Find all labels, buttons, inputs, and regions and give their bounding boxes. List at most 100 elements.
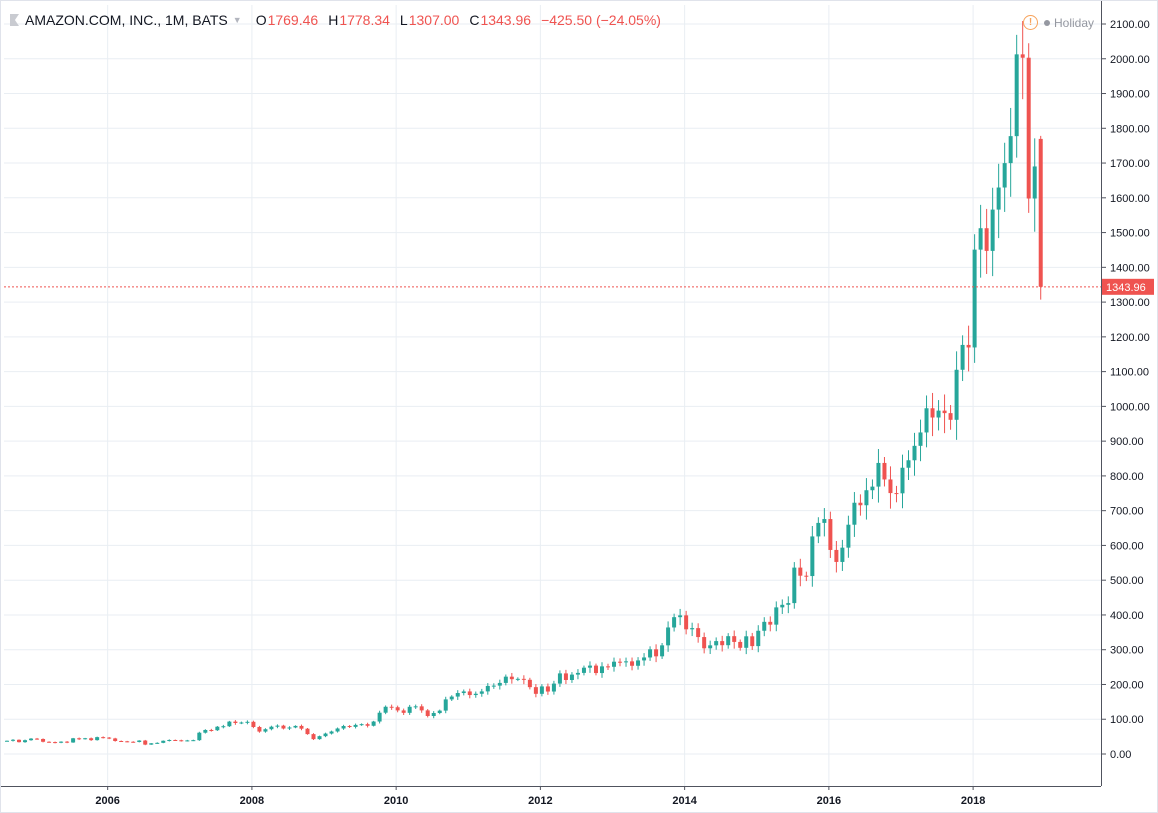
candle-up (203, 729, 208, 733)
caret-down-icon[interactable]: ▼ (232, 15, 242, 25)
candle-up (371, 721, 376, 726)
x-tick-label: 2012 (528, 795, 552, 807)
candle-down (419, 706, 424, 711)
candle-up (678, 615, 683, 618)
candle-up (149, 743, 154, 745)
candle-down (527, 679, 532, 688)
candle-up (5, 740, 9, 742)
close-label: C (469, 12, 480, 28)
candle-up (557, 673, 562, 684)
last-price-label: 1343.96 (1106, 282, 1146, 294)
warning-icon[interactable]: ! (1023, 15, 1038, 30)
y-tick-label: 100.00 (1110, 714, 1144, 726)
y-tick-label: 1900.00 (1110, 89, 1150, 101)
candle-up (1014, 54, 1019, 137)
candle-down (696, 628, 701, 638)
candle-up (485, 685, 490, 692)
candle-up (840, 547, 845, 562)
candle-up (924, 408, 929, 433)
candle-down (966, 344, 971, 348)
candle-up (672, 617, 677, 628)
candle-up (95, 737, 100, 741)
candle-down (113, 738, 118, 741)
candle-up (624, 661, 629, 663)
candle-up (359, 724, 364, 726)
candle-up (293, 725, 298, 728)
candle-down (305, 728, 310, 735)
candle-up (407, 706, 412, 713)
candle-down (1020, 54, 1025, 58)
candle-up (539, 686, 544, 694)
candle-up (954, 369, 959, 420)
flag-icon[interactable] (10, 14, 19, 26)
y-tick-label: 1800.00 (1110, 123, 1150, 135)
open-value: 1769.46 (267, 12, 319, 28)
candle-up (780, 604, 785, 608)
candle-up (575, 672, 580, 675)
high-value: 1778.34 (339, 12, 390, 28)
y-tick-label: 1300.00 (1110, 297, 1150, 309)
x-tick-label: 2006 (95, 795, 119, 807)
candle-down (720, 641, 725, 646)
candle-up (71, 738, 76, 743)
x-tick-label: 2008 (240, 795, 264, 807)
candle-up (906, 460, 911, 468)
candle-up (221, 726, 226, 728)
candle-up (191, 740, 196, 742)
candle-down (828, 519, 833, 550)
candle-up (167, 739, 172, 741)
candle-up (431, 713, 436, 717)
candle-up (792, 567, 797, 604)
candle-down (347, 726, 352, 728)
candle-up (59, 741, 64, 743)
candle-down (209, 729, 214, 731)
y-tick-label: 300.00 (1110, 645, 1144, 657)
candle-up (960, 344, 965, 370)
candle-up (900, 467, 905, 494)
candle-up (972, 249, 977, 348)
candle-down (101, 737, 106, 739)
candle-up (756, 630, 761, 647)
y-tick-label: 1600.00 (1110, 193, 1150, 205)
candle-up (263, 729, 268, 732)
y-tick-label: 1200.00 (1110, 332, 1150, 344)
candle-down (1026, 57, 1031, 199)
candle-down (233, 721, 238, 723)
y-tick-label: 200.00 (1110, 679, 1144, 691)
candle-down (654, 649, 659, 657)
candle-up (870, 486, 875, 491)
candle-up (587, 665, 592, 668)
candle-up (642, 657, 647, 661)
high-label: H (328, 12, 339, 28)
candle-up (197, 732, 202, 741)
candle-down (545, 686, 550, 692)
candle-down (563, 673, 568, 680)
candle-up (185, 740, 190, 742)
y-tick-label: 2000.00 (1110, 54, 1150, 66)
candle-up (636, 660, 641, 666)
candle-up (341, 726, 346, 729)
market-status[interactable]: ! Holiday (1023, 15, 1094, 30)
last-price-badge (1102, 278, 1154, 295)
candle-up (1002, 163, 1007, 188)
candle-down (425, 710, 430, 717)
candle-up (227, 721, 232, 727)
symbol-title[interactable]: AMAZON.COM, INC., 1M, BATS (25, 12, 228, 28)
candle-down (630, 661, 635, 666)
candle-up (383, 706, 388, 713)
low-value: 1307.00 (408, 12, 460, 28)
candle-down (17, 739, 22, 743)
y-tick-label: 1500.00 (1110, 228, 1150, 240)
candle-up (786, 603, 791, 605)
candle-up (1032, 166, 1037, 199)
candle-down (395, 707, 400, 711)
candle-up (245, 721, 250, 723)
candle-down (281, 725, 286, 729)
candle-down (53, 742, 58, 744)
candle-down (984, 228, 989, 251)
candle-up (413, 706, 418, 708)
candle-up (581, 667, 586, 673)
candle-up (822, 519, 827, 523)
y-tick-label: 800.00 (1110, 471, 1144, 483)
